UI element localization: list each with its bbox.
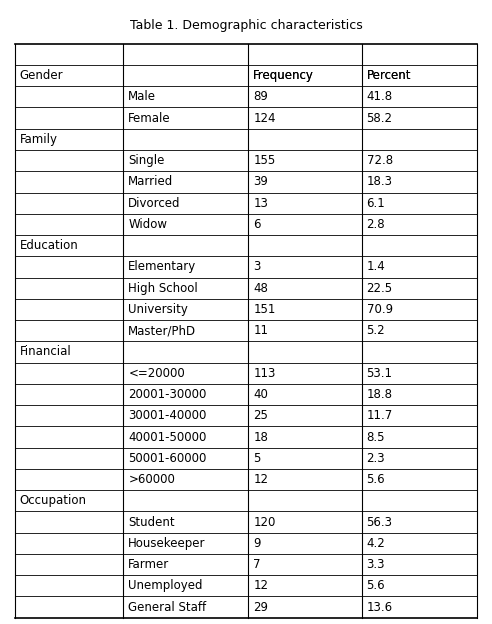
Text: <=20000: <=20000	[128, 367, 185, 380]
Text: 12: 12	[253, 473, 268, 486]
Text: General Staff: General Staff	[128, 601, 207, 613]
Text: Student: Student	[128, 515, 175, 529]
Text: 72.8: 72.8	[367, 154, 393, 167]
Text: Single: Single	[128, 154, 165, 167]
Text: 2.3: 2.3	[367, 452, 385, 465]
Text: Percent: Percent	[367, 69, 411, 82]
Text: 58.2: 58.2	[367, 112, 393, 125]
Text: 89: 89	[253, 90, 268, 104]
Text: 11.7: 11.7	[367, 409, 393, 422]
Text: 12: 12	[253, 579, 268, 592]
Text: 25: 25	[253, 409, 268, 422]
Text: 11: 11	[253, 324, 268, 337]
Text: 124: 124	[253, 112, 276, 125]
Text: 53.1: 53.1	[367, 367, 393, 380]
Text: 5: 5	[253, 452, 261, 465]
Text: 1.4: 1.4	[367, 260, 385, 273]
Text: 41.8: 41.8	[367, 90, 393, 104]
Text: 18.3: 18.3	[367, 175, 393, 188]
Text: 3: 3	[253, 260, 261, 273]
Text: Education: Education	[20, 239, 78, 252]
Text: >60000: >60000	[128, 473, 175, 486]
Text: 2.8: 2.8	[367, 218, 385, 231]
Text: 70.9: 70.9	[367, 303, 393, 316]
Text: 40: 40	[253, 388, 268, 401]
Text: 50001-60000: 50001-60000	[128, 452, 207, 465]
Text: 5.6: 5.6	[367, 473, 385, 486]
Text: Financial: Financial	[20, 346, 71, 358]
Text: 4.2: 4.2	[367, 537, 385, 550]
Text: 113: 113	[253, 367, 276, 380]
Text: Housekeeper: Housekeeper	[128, 537, 206, 550]
Text: 13: 13	[253, 197, 268, 210]
Text: Farmer: Farmer	[128, 558, 170, 571]
Text: 48: 48	[253, 281, 268, 295]
Text: 56.3: 56.3	[367, 515, 393, 529]
Text: 5.6: 5.6	[367, 579, 385, 592]
Text: Family: Family	[20, 133, 58, 146]
Text: 30001-40000: 30001-40000	[128, 409, 207, 422]
Text: Male: Male	[128, 90, 156, 104]
Text: 20001-30000: 20001-30000	[128, 388, 207, 401]
Text: High School: High School	[128, 281, 198, 295]
Text: Master/PhD: Master/PhD	[128, 324, 196, 337]
Text: Divorced: Divorced	[128, 197, 181, 210]
Text: 9: 9	[253, 537, 261, 550]
Text: 120: 120	[253, 515, 276, 529]
Text: Table 1. Demographic characteristics: Table 1. Demographic characteristics	[129, 19, 363, 32]
Text: Unemployed: Unemployed	[128, 579, 203, 592]
Text: 29: 29	[253, 601, 268, 613]
Text: Female: Female	[128, 112, 171, 125]
Text: Occupation: Occupation	[20, 494, 87, 507]
Text: Widow: Widow	[128, 218, 167, 231]
Text: 18: 18	[253, 431, 268, 444]
Text: 18.8: 18.8	[367, 388, 393, 401]
Text: 40001-50000: 40001-50000	[128, 431, 207, 444]
Text: Frequency: Frequency	[253, 69, 314, 82]
Text: Gender: Gender	[20, 69, 63, 82]
Text: Percent: Percent	[367, 69, 411, 82]
Text: 22.5: 22.5	[367, 281, 393, 295]
Text: 39: 39	[253, 175, 268, 188]
Text: 13.6: 13.6	[367, 601, 393, 613]
Text: 151: 151	[253, 303, 276, 316]
Text: 8.5: 8.5	[367, 431, 385, 444]
Text: University: University	[128, 303, 188, 316]
Text: Married: Married	[128, 175, 174, 188]
Text: 3.3: 3.3	[367, 558, 385, 571]
Text: 6.1: 6.1	[367, 197, 385, 210]
Text: Elementary: Elementary	[128, 260, 197, 273]
Text: 155: 155	[253, 154, 276, 167]
Text: 7: 7	[253, 558, 261, 571]
Text: 6: 6	[253, 218, 261, 231]
Text: Frequency: Frequency	[253, 69, 314, 82]
Text: 5.2: 5.2	[367, 324, 385, 337]
